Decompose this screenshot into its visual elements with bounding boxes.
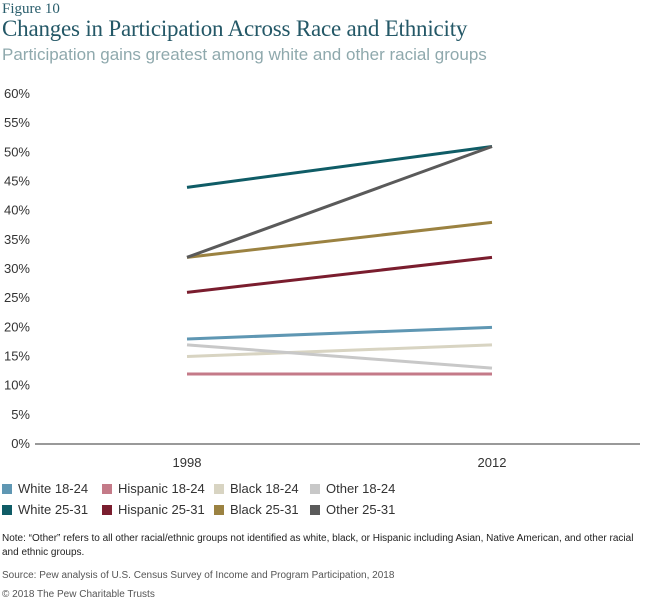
legend-item-hispanic-25-31: Hispanic 25-31: [102, 502, 214, 517]
series-line-white-18-24: [186, 325, 493, 341]
legend-label: Hispanic 18-24: [118, 481, 205, 496]
y-tick-label: 35%: [4, 232, 30, 247]
legend-label: White 18-24: [18, 481, 89, 496]
legend-label: Hispanic 25-31: [118, 502, 205, 517]
x-tick-label: 1998: [173, 455, 202, 470]
legend-swatch: [2, 483, 12, 494]
legend-row: White 18-24 Hispanic 18-24 Black 18-24 O…: [2, 478, 422, 499]
series-line-other-18-24: [186, 343, 493, 370]
legend-label: White 25-31: [18, 502, 89, 517]
series-line-black-18-24: [186, 343, 493, 358]
x-tick-label: 2012: [478, 455, 507, 470]
legend-item-white-18-24: White 18-24: [2, 481, 102, 496]
legend-item-black-18-24: Black 18-24: [214, 481, 310, 496]
legend-swatch: [102, 483, 112, 494]
legend-label: Other 25-31: [326, 502, 396, 517]
y-tick-label: 0%: [11, 436, 30, 451]
figure-label: Figure 10: [2, 1, 60, 17]
legend-swatch: [310, 483, 320, 494]
line-chart: 0% 5% 10% 15% 20% 25% 30% 35% 40% 45% 50% 55% 60% 19…: [4, 86, 640, 470]
y-tick-label: 30%: [4, 261, 30, 276]
legend-item-other-18-24: Other 18-24: [310, 481, 395, 496]
chart-subtitle: Participation gains greatest among white…: [2, 45, 487, 64]
y-tick-label: 25%: [4, 290, 30, 305]
x-axis: 1998 2012: [173, 455, 507, 470]
copyright: © 2018 The Pew Charitable Trusts: [2, 589, 155, 600]
legend-swatch: [310, 504, 320, 515]
series-line-black-25-31: [186, 220, 493, 259]
legend-swatch: [214, 504, 224, 515]
y-tick-label: 50%: [4, 144, 30, 159]
legend-row: White 25-31 Hispanic 25-31 Black 25-31 O…: [2, 499, 422, 520]
chart-title: Changes in Participation Across Race and…: [2, 16, 468, 41]
series-line-hispanic-25-31: [186, 255, 493, 294]
y-tick-label: 60%: [4, 86, 30, 101]
legend-swatch: [2, 504, 12, 515]
legend-label: Black 18-24: [230, 481, 299, 496]
legend-item-hispanic-18-24: Hispanic 18-24: [102, 481, 214, 496]
legend-swatch: [102, 504, 112, 515]
chart-source: Source: Pew analysis of U.S. Census Surv…: [2, 570, 395, 581]
legend-item-white-25-31: White 25-31: [2, 502, 102, 517]
legend-item-black-25-31: Black 25-31: [214, 502, 310, 517]
y-tick-label: 55%: [4, 115, 30, 130]
y-axis: 0% 5% 10% 15% 20% 25% 30% 35% 40% 45% 50% 55% 60%: [4, 86, 30, 451]
y-tick-label: 15%: [4, 349, 30, 364]
chart-note: Note: “Other” refers to all other racial…: [2, 533, 634, 558]
series-line-other-25-31: [186, 145, 493, 259]
y-tick-label: 5%: [11, 407, 30, 422]
y-tick-label: 45%: [4, 174, 30, 189]
series-line-white-25-31: [186, 145, 493, 189]
series-lines: [186, 145, 493, 376]
y-tick-label: 40%: [4, 203, 30, 218]
legend: White 18-24 Hispanic 18-24 Black 18-24 O…: [2, 478, 422, 520]
legend-swatch: [214, 483, 224, 494]
legend-label: Other 18-24: [326, 481, 396, 496]
legend-item-other-25-31: Other 25-31: [310, 502, 395, 517]
y-tick-label: 10%: [4, 378, 30, 393]
y-tick-label: 20%: [4, 319, 30, 334]
legend-label: Black 25-31: [230, 502, 299, 517]
